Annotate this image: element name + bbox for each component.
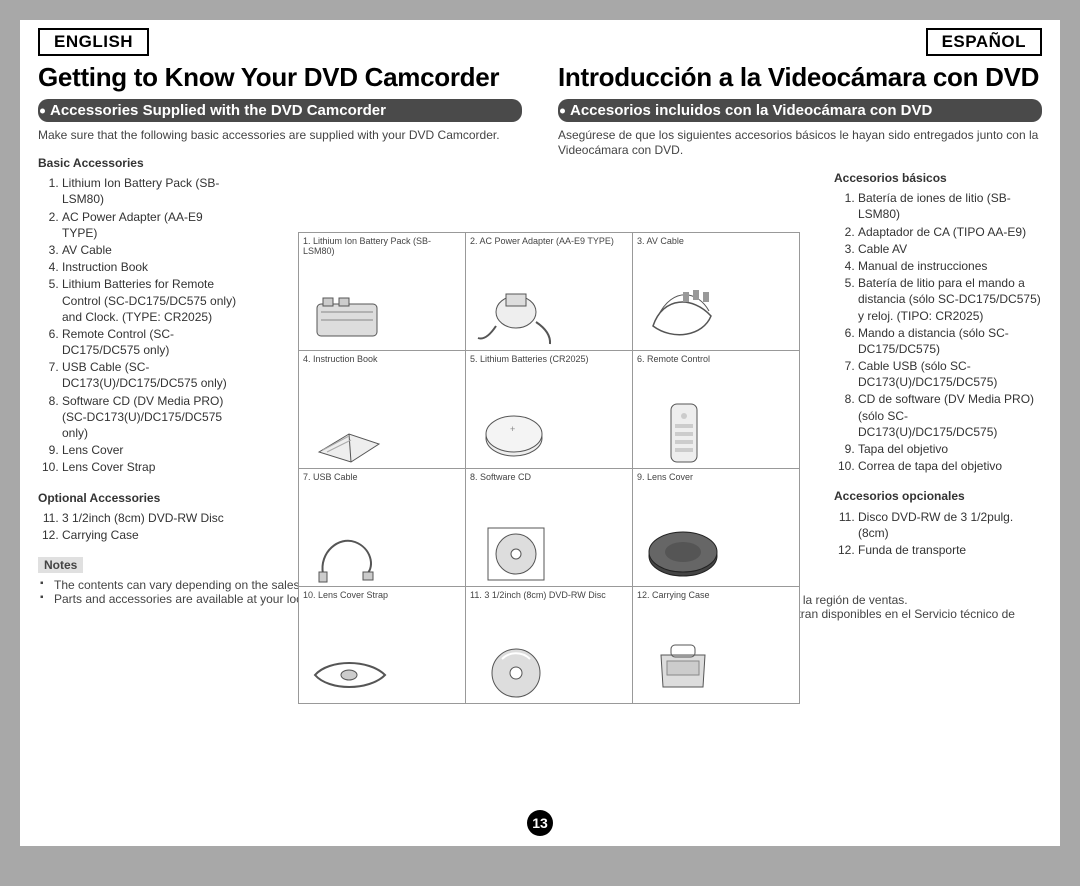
page-number: 13 — [527, 810, 553, 836]
list-item: Funda de transporte — [858, 542, 1042, 558]
manual-page: ENGLISH Getting to Know Your DVD Camcord… — [20, 20, 1060, 846]
cell-label: 3. AV Cable — [637, 236, 795, 258]
section-bar-spanish: Accesorios incluidos con la Videocámara … — [558, 99, 1042, 122]
lenscover-icon — [633, 492, 733, 586]
accessory-grid: 1. Lithium Ion Battery Pack (SB-LSM80) 2… — [298, 232, 800, 704]
accessory-cell: 3. AV Cable — [632, 232, 799, 350]
accessory-cell: 8. Software CD — [465, 468, 632, 586]
usb-icon — [299, 492, 399, 586]
list-item: Manual de instrucciones — [858, 258, 1042, 274]
opt-head-es: Accesorios opcionales — [834, 488, 1042, 504]
list-item: Adaptador de CA (TIPO AA-E9) — [858, 224, 1042, 240]
battery-icon — [299, 256, 399, 350]
cell-label: 2. AC Power Adapter (AA-E9 TYPE) — [470, 236, 628, 258]
opt-list-en: 3 1/2inch (8cm) DVD-RW Disc Carrying Cas… — [38, 510, 237, 543]
book-icon — [299, 374, 399, 468]
remote-icon — [633, 374, 733, 468]
spanish-lists: Accesorios básicos Batería de iones de l… — [822, 170, 1042, 562]
coincell-icon — [466, 374, 566, 468]
list-item: Cable AV — [858, 241, 1042, 257]
list-item: Lithium Ion Battery Pack (SB-LSM80) — [62, 175, 237, 207]
lang-badge-spanish: ESPAÑOL — [926, 28, 1042, 56]
basic-list-en: Lithium Ion Battery Pack (SB-LSM80) AC P… — [38, 175, 237, 475]
cell-label: 7. USB Cable — [303, 472, 461, 494]
title-english: Getting to Know Your DVD Camcorder — [38, 62, 522, 93]
list-item: Lithium Batteries for Remote Control (SC… — [62, 276, 237, 325]
adapter-icon — [466, 256, 566, 350]
list-item: Mando a distancia (sólo SC-DC175/DC575) — [858, 325, 1042, 357]
accessory-cell: 11. 3 1/2inch (8cm) DVD-RW Disc — [465, 586, 632, 704]
avcable-icon — [633, 256, 733, 350]
cdcase-icon — [466, 492, 566, 586]
opt-list-es: Disco DVD-RW de 3 1/2pulg. (8cm) Funda d… — [834, 509, 1042, 559]
cell-label: 1. Lithium Ion Battery Pack (SB-LSM80) — [303, 236, 461, 258]
basic-head-es: Accesorios básicos — [834, 170, 1042, 186]
accessory-cell: 7. USB Cable — [298, 468, 465, 586]
accessory-cell: 6. Remote Control — [632, 350, 799, 468]
list-item: Disco DVD-RW de 3 1/2pulg. (8cm) — [858, 509, 1042, 541]
title-spanish: Introducción a la Videocámara con DVD — [558, 62, 1042, 93]
list-item: Cable USB (sólo SC-DC173(U)/DC175/DC575) — [858, 358, 1042, 390]
accessory-cell: 10. Lens Cover Strap — [298, 586, 465, 704]
section-bar-english: Accessories Supplied with the DVD Camcor… — [38, 99, 522, 122]
list-item: AC Power Adapter (AA-E9 TYPE) — [62, 209, 237, 241]
list-item: Batería de litio para el mando a distanc… — [858, 275, 1042, 324]
list-item: CD de software (DV Media PRO) (sólo SC-D… — [858, 391, 1042, 440]
accessory-cell: 12. Carrying Case — [632, 586, 799, 704]
accessory-cell: 4. Instruction Book — [298, 350, 465, 468]
list-item: 3 1/2inch (8cm) DVD-RW Disc — [62, 510, 237, 526]
accessory-cell: 5. Lithium Batteries (CR2025) — [465, 350, 632, 468]
english-column: ENGLISH Getting to Know Your DVD Camcord… — [20, 20, 540, 846]
accessory-cell: 9. Lens Cover — [632, 468, 799, 586]
cell-label: 6. Remote Control — [637, 354, 795, 376]
list-item: Remote Control (SC-DC175/DC575 only) — [62, 326, 237, 358]
case-icon — [633, 609, 733, 703]
list-item: AV Cable — [62, 242, 237, 258]
english-lists: Basic Accessories Lithium Ion Battery Pa… — [38, 155, 243, 547]
cell-label: 5. Lithium Batteries (CR2025) — [470, 354, 628, 376]
list-item: Correa de tapa del objetivo — [858, 458, 1042, 474]
basic-list-es: Batería de iones de litio (SB-LSM80) Ada… — [834, 190, 1042, 474]
list-item: Instruction Book — [62, 259, 237, 275]
strap-icon — [299, 609, 399, 703]
cell-label: 9. Lens Cover — [637, 472, 795, 494]
list-item: Lens Cover Strap — [62, 459, 237, 475]
list-item: USB Cable (SC-DC173(U)/DC175/DC575 only) — [62, 359, 237, 391]
intro-spanish: Asegúrese de que los siguientes accesori… — [558, 128, 1042, 158]
list-item: Lens Cover — [62, 442, 237, 458]
list-item: Carrying Case — [62, 527, 237, 543]
accessory-cell: 1. Lithium Ion Battery Pack (SB-LSM80) — [298, 232, 465, 350]
basic-head-en: Basic Accessories — [38, 155, 237, 171]
opt-head-en: Optional Accessories — [38, 490, 237, 506]
list-item: Batería de iones de litio (SB-LSM80) — [858, 190, 1042, 222]
lang-badge-english: ENGLISH — [38, 28, 149, 56]
intro-english: Make sure that the following basic acces… — [38, 128, 522, 143]
cell-label: 4. Instruction Book — [303, 354, 461, 376]
list-item: Tapa del objetivo — [858, 441, 1042, 457]
list-item: Software CD (DV Media PRO) (SC-DC173(U)/… — [62, 393, 237, 442]
notes-head-en: Notes — [38, 557, 83, 573]
accessory-cell: 2. AC Power Adapter (AA-E9 TYPE) — [465, 232, 632, 350]
disc-icon — [466, 609, 566, 703]
cell-label: 8. Software CD — [470, 472, 628, 494]
